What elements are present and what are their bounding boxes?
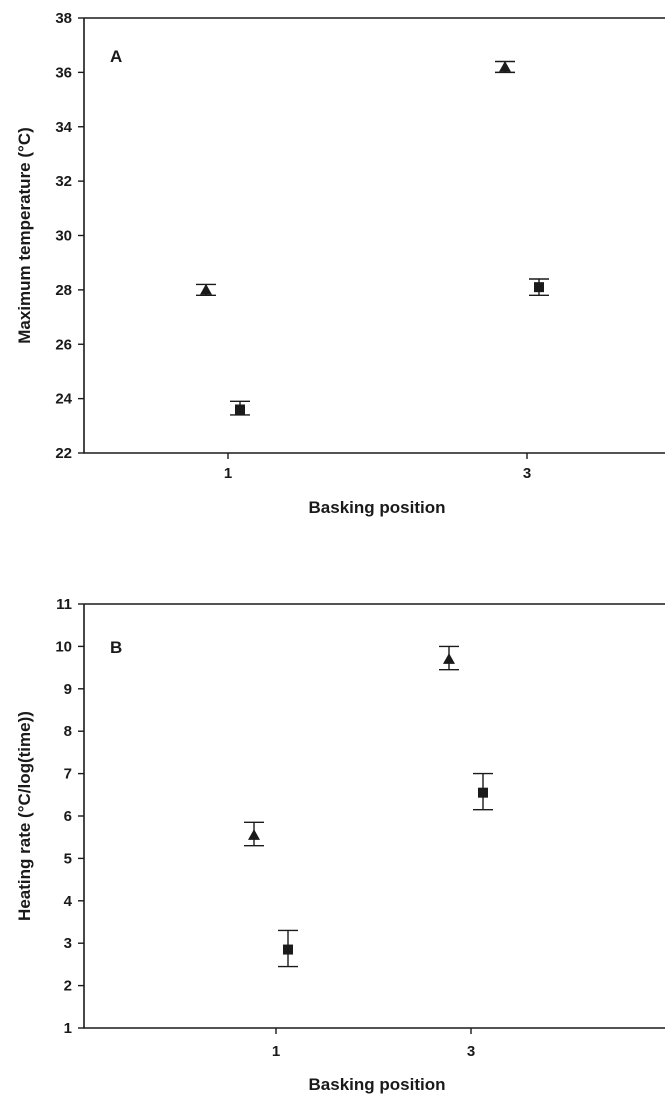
y-tick-label: 8 xyxy=(64,723,72,740)
y-tick-label: 1 xyxy=(64,1020,72,1037)
panel-letter: B xyxy=(110,638,122,657)
x-tick-label: 1 xyxy=(224,465,232,482)
y-tick-label: 7 xyxy=(64,766,72,783)
y-tick-label: 24 xyxy=(55,391,72,408)
y-tick-label: 4 xyxy=(64,893,73,910)
triangle-point xyxy=(499,60,511,72)
axes-frame xyxy=(83,18,665,454)
square-point xyxy=(534,282,544,293)
triangle-point xyxy=(443,653,455,664)
y-tick-label: 9 xyxy=(64,681,72,698)
y-tick-label: 32 xyxy=(55,173,72,190)
y-tick-label: 5 xyxy=(64,850,72,867)
x-axis-title: Basking position xyxy=(309,498,446,517)
y-tick-label: 26 xyxy=(55,336,72,353)
square-point xyxy=(478,787,488,798)
axes-frame xyxy=(83,604,665,1029)
x-axis-title: Basking position xyxy=(309,1075,446,1094)
triangle-point xyxy=(200,283,212,295)
y-tick-label: 28 xyxy=(55,282,72,299)
x-tick-label: 1 xyxy=(272,1043,280,1060)
panel-a: 22 24 26 28 30 32 34 36 38 1 3 Basking position Maxi… xyxy=(15,10,665,517)
y-axis-title: Maximum temperature (°C) xyxy=(15,127,34,344)
y-axis-title: Heating rate (°C/log(time)) xyxy=(15,711,34,921)
y-tick-label: 38 xyxy=(55,10,72,27)
y-tick-label: 22 xyxy=(55,445,72,462)
y-tick-label: 6 xyxy=(64,808,72,825)
y-tick-label: 36 xyxy=(55,64,72,81)
y-tick-label: 2 xyxy=(64,978,72,995)
square-point xyxy=(235,404,245,415)
y-tick-label: 11 xyxy=(56,596,72,613)
y-tick-label: 34 xyxy=(55,119,72,136)
y-tick-label: 30 xyxy=(55,228,72,245)
y-tick-label: 3 xyxy=(64,935,72,952)
x-tick-label: 3 xyxy=(523,465,531,482)
x-tick-label: 3 xyxy=(467,1043,475,1060)
triangle-point xyxy=(248,829,260,840)
y-tick-label: 10 xyxy=(55,638,72,655)
square-point xyxy=(283,944,293,955)
panel-letter: A xyxy=(110,47,122,66)
